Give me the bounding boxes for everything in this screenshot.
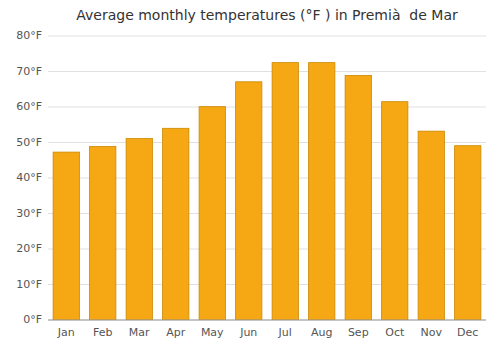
x-tick-label: Feb [93, 326, 112, 339]
x-tick-label: Aug [311, 326, 332, 339]
chart: Average monthly temperatures (°F ) in Pr… [0, 0, 500, 350]
x-tick-label: Jun [239, 326, 257, 339]
x-axis-line [48, 320, 486, 321]
bar [455, 146, 481, 320]
y-axis: 0°F 10°F 20°F 30°F 40°F 50°F 60°F 70°F 80°F [16, 29, 42, 326]
x-tick-label: Nov [421, 326, 443, 339]
x-tick-label: Mar [129, 326, 150, 339]
y-tick-label: 50°F [16, 136, 42, 149]
y-tick-label: 70°F [16, 65, 42, 78]
y-tick-label: 80°F [16, 29, 42, 42]
x-axis: Jan Feb Mar Apr May Jun Jul Aug Sep Oct Nov Dec [48, 320, 486, 339]
title: Average monthly temperatures (°F ) in Pr… [76, 7, 458, 23]
x-tick-label: Dec [457, 326, 478, 339]
x-tick-label: Sep [348, 326, 369, 339]
x-tick-label: Oct [385, 326, 405, 339]
bar [236, 82, 262, 320]
x-tick-label: Jul [278, 326, 292, 339]
bar [199, 107, 225, 320]
grid-line [48, 320, 486, 321]
bar [126, 139, 152, 320]
y-tick-label: 20°F [16, 242, 42, 255]
y-tick-label: 40°F [16, 171, 42, 184]
x-tick-label: Jan [57, 326, 75, 339]
grid-line [48, 71, 486, 72]
bar [272, 63, 298, 320]
x-tick-label: Apr [166, 326, 186, 339]
bar [382, 102, 408, 320]
bar [418, 131, 444, 320]
grid-line [48, 107, 486, 108]
bar [163, 128, 189, 320]
y-tick-label: 30°F [16, 207, 42, 220]
bar [309, 63, 335, 320]
bar [53, 152, 79, 320]
y-tick-label: 0°F [23, 313, 42, 326]
bars [53, 63, 481, 320]
grid-line [48, 36, 486, 37]
y-tick-label: 60°F [16, 100, 42, 113]
y-tick-label: 10°F [16, 278, 42, 291]
grid [48, 36, 486, 320]
bar [345, 75, 371, 320]
bar [90, 146, 116, 320]
x-tick-label: May [201, 326, 224, 339]
